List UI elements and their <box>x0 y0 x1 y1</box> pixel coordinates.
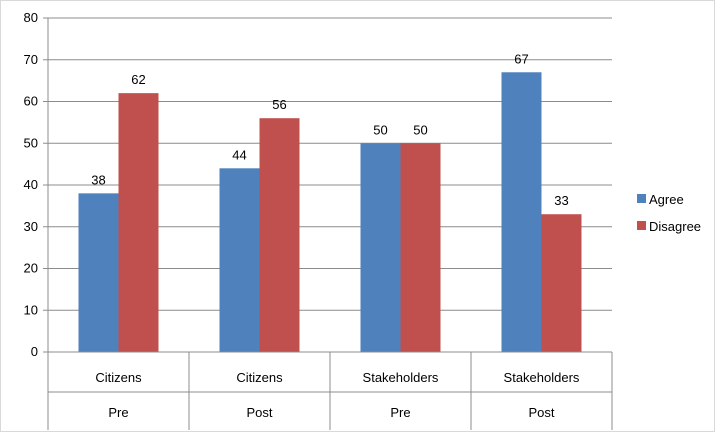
legend-swatch-agree <box>637 194 646 203</box>
bar-agree-1 <box>219 168 260 352</box>
bar-agree-0 <box>78 193 119 352</box>
ytick-label-80: 80 <box>24 10 38 25</box>
data-label-agree-0: 38 <box>91 172 105 187</box>
data-label-disagree-3: 33 <box>554 193 568 208</box>
category-phase-label-2: Pre <box>390 405 410 420</box>
data-label-disagree-2: 50 <box>413 122 427 137</box>
data-label-agree-2: 50 <box>373 122 387 137</box>
legend-swatch-disagree <box>637 221 646 230</box>
ytick-label-0: 0 <box>31 344 38 359</box>
ytick-label-20: 20 <box>24 261 38 276</box>
data-label-agree-3: 67 <box>514 51 528 66</box>
legend-label-agree: Agree <box>649 192 684 207</box>
bar-agree-3 <box>501 72 542 353</box>
legend-label-disagree: Disagree <box>649 219 701 234</box>
bar-disagree-2 <box>400 143 441 352</box>
bars <box>78 72 582 353</box>
data-label-disagree-1: 56 <box>272 97 286 112</box>
ytick-label-10: 10 <box>24 302 38 317</box>
ytick-label-60: 60 <box>24 94 38 109</box>
data-label-agree-1: 44 <box>232 147 246 162</box>
category-phase-label-0: Pre <box>108 405 128 420</box>
ytick-label-30: 30 <box>24 219 38 234</box>
ytick-label-40: 40 <box>24 177 38 192</box>
bar-disagree-3 <box>541 214 582 352</box>
category-group-label-3: Stakeholders <box>504 370 580 385</box>
legend: Agree Disagree <box>637 192 701 234</box>
data-labels: 38 44 50 67 62 56 50 33 <box>91 51 568 208</box>
ytick-label-70: 70 <box>24 52 38 67</box>
axes: 0 10 20 30 40 50 60 70 80 Citizens Pre Citizens Post… <box>24 10 613 430</box>
bar-agree-2 <box>360 143 401 352</box>
bar-disagree-1 <box>259 118 300 352</box>
category-phase-label-1: Post <box>246 405 272 420</box>
bar-disagree-0 <box>118 93 159 353</box>
category-group-label-2: Stakeholders <box>363 370 439 385</box>
ytick-label-50: 50 <box>24 135 38 150</box>
category-group-label-1: Citizens <box>236 370 283 385</box>
category-group-label-0: Citizens <box>95 370 142 385</box>
data-label-disagree-0: 62 <box>131 72 145 87</box>
category-phase-label-3: Post <box>528 405 554 420</box>
